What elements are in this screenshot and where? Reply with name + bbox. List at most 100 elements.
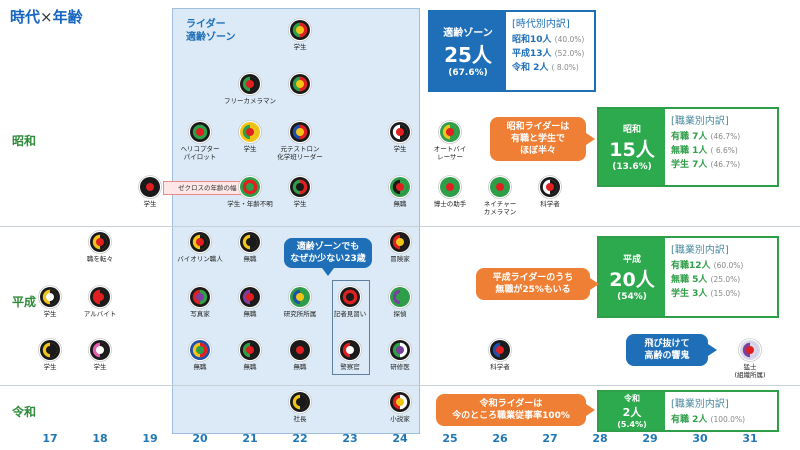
x-tick-label: 31: [742, 432, 758, 445]
zone-row-showa: 昭和10人 (40.0%): [512, 35, 585, 45]
rider-point-label: ヘリコプター パイロット: [180, 145, 220, 161]
zone-summary-pct: (67.6%): [448, 68, 488, 78]
callout-reiwa: 令和ライダーは 今のところ職業従事率100%: [436, 394, 586, 426]
rider-point-label: 研修医: [390, 363, 410, 371]
showa-summary-count: 15人: [609, 139, 655, 161]
rider-point-label: 学生: [43, 363, 57, 371]
rider-point: [288, 18, 312, 42]
title-age: 年齢: [52, 8, 83, 26]
callout-heisei-pointer: [590, 278, 599, 290]
callout-hibiki-pointer: [708, 344, 717, 356]
rider-point-label: 無職: [243, 363, 257, 371]
showa-heisei-divider: [0, 226, 800, 227]
rider-point: [388, 390, 412, 414]
callout-heisei: 平成ライダーのうち 無職が25%もいる: [476, 268, 590, 300]
rider-point: [238, 72, 262, 96]
rider-point-label: アルバイト: [83, 310, 117, 318]
rider-point-label: 社長: [293, 415, 307, 423]
x-tick-label: 18: [92, 432, 108, 445]
rider-point: [388, 120, 412, 144]
rider-point-label: 元テストロン 化学班リーダー: [277, 145, 323, 161]
rider-point-label: 職を転々: [87, 255, 113, 263]
rider-point-label: 猛士 (組織所属): [734, 363, 766, 379]
showa-summary-header: [職業別内訳]: [671, 116, 729, 127]
rider-point-label: 無職: [193, 363, 207, 371]
rider-point-label: 無職: [393, 200, 407, 208]
rider-point: [88, 285, 112, 309]
rider-point-label: 学生: [293, 43, 307, 51]
rider-point: [38, 285, 62, 309]
reiwa-summary-pct: (5.4%): [617, 420, 647, 429]
rider-point: [388, 285, 412, 309]
x-tick-label: 23: [342, 432, 358, 445]
showa-summary-name: 昭和: [622, 125, 641, 135]
rider-point-label: 研究所所属: [283, 310, 317, 318]
era-label-showa: 昭和: [12, 134, 37, 148]
rider-point: [238, 338, 262, 362]
x-tick-label: 21: [242, 432, 258, 445]
callout-reiwa-pointer: [586, 404, 595, 416]
callout-age-23: 適齢ゾーンでも なぜか少ない23歳: [284, 238, 372, 268]
callout-showa: 昭和ライダーは 有職と学生で ほぼ半々: [490, 117, 586, 161]
x-tick-label: 25: [442, 432, 458, 445]
rider-point: [188, 338, 212, 362]
rider-point: [238, 230, 262, 254]
rider-point-label: 学生: [143, 200, 157, 208]
rider-point: [188, 120, 212, 144]
rider-point: [288, 72, 312, 96]
x-tick-label: 28: [592, 432, 608, 445]
heisei-summary-right: [職業別内訳] 有職12人 (60.0%) 無職 5人 (25.0%) 学生 3…: [665, 238, 749, 316]
x-tick-label: 26: [492, 432, 508, 445]
x-tick-label: 30: [692, 432, 708, 445]
zone-summary-count: 25人: [444, 43, 492, 67]
rider-point: [38, 338, 62, 362]
rider-point-label: 小説家: [390, 415, 410, 423]
rider-point-label: ネイチャー カメラマン: [483, 200, 517, 216]
rider-point-label: 探偵: [393, 310, 407, 318]
heisei-summary-pct: (54%): [617, 292, 647, 302]
callout-hibiki: 飛び抜けて 高齢の響鬼: [626, 334, 708, 366]
x-tick-label: 22: [292, 432, 308, 445]
callout-age-23-pointer: [322, 268, 334, 276]
zone-summary-panel: 適齢ゾーン 25人 (67.6%) [時代別内訳] 昭和10人 (40.0%) …: [428, 10, 596, 92]
showa-row-employed: 有職 7人 (46.7%): [671, 132, 741, 142]
x-tick-label: 27: [542, 432, 558, 445]
showa-summary-panel: 昭和 15人 (13.6%) [職業別内訳] 有職 7人 (46.7%) 無職 …: [597, 107, 779, 187]
heisei-summary-left: 平成 20人 (54%): [599, 238, 665, 316]
rider-point: [388, 230, 412, 254]
zone-label-line-1: ライダー: [186, 19, 226, 30]
rider-point: [88, 338, 112, 362]
rider-point-label: 科学者: [540, 200, 560, 208]
rider-point: [538, 175, 562, 199]
zone-label: ライダー 適齢ゾーン: [186, 18, 236, 44]
rider-point: [388, 175, 412, 199]
rider-point: [438, 175, 462, 199]
title-sep: ×: [40, 8, 53, 26]
rider-point-label: 警察官: [340, 363, 360, 371]
showa-summary-pct: (13.6%): [612, 162, 652, 172]
heisei-row-student: 学生 3人 (15.0%): [671, 289, 741, 299]
heisei-summary-count: 20人: [609, 269, 655, 291]
heisei-summary-header: [職業別内訳]: [671, 245, 729, 256]
era-label-heisei: 平成: [12, 295, 37, 309]
zone-row-reiwa: 令和 2人 ( 8.0%): [512, 63, 579, 73]
heisei-summary-name: 平成: [622, 255, 641, 265]
x-tick-label: 20: [192, 432, 208, 445]
age-23-highlight-box: [332, 280, 370, 375]
rider-point: [488, 338, 512, 362]
rider-point-label: 科学者: [490, 363, 510, 371]
rider-point-label: バイオリン職人: [177, 255, 223, 263]
rider-point: [238, 120, 262, 144]
rider-point: [288, 338, 312, 362]
rider-point: [338, 338, 362, 362]
rider-point-label: 学生: [93, 363, 107, 371]
rider-point-label: 冒険家: [390, 255, 410, 263]
rider-point: [488, 175, 512, 199]
rider-point: [288, 390, 312, 414]
rider-point: [288, 175, 312, 199]
rider-point: [438, 120, 462, 144]
showa-row-unemployed: 無職 1人 ( 6.6%): [671, 146, 738, 156]
rider-point: [188, 285, 212, 309]
zone-summary-header: [時代別内訳]: [512, 19, 570, 30]
rider-point-label: 無職: [293, 363, 307, 371]
